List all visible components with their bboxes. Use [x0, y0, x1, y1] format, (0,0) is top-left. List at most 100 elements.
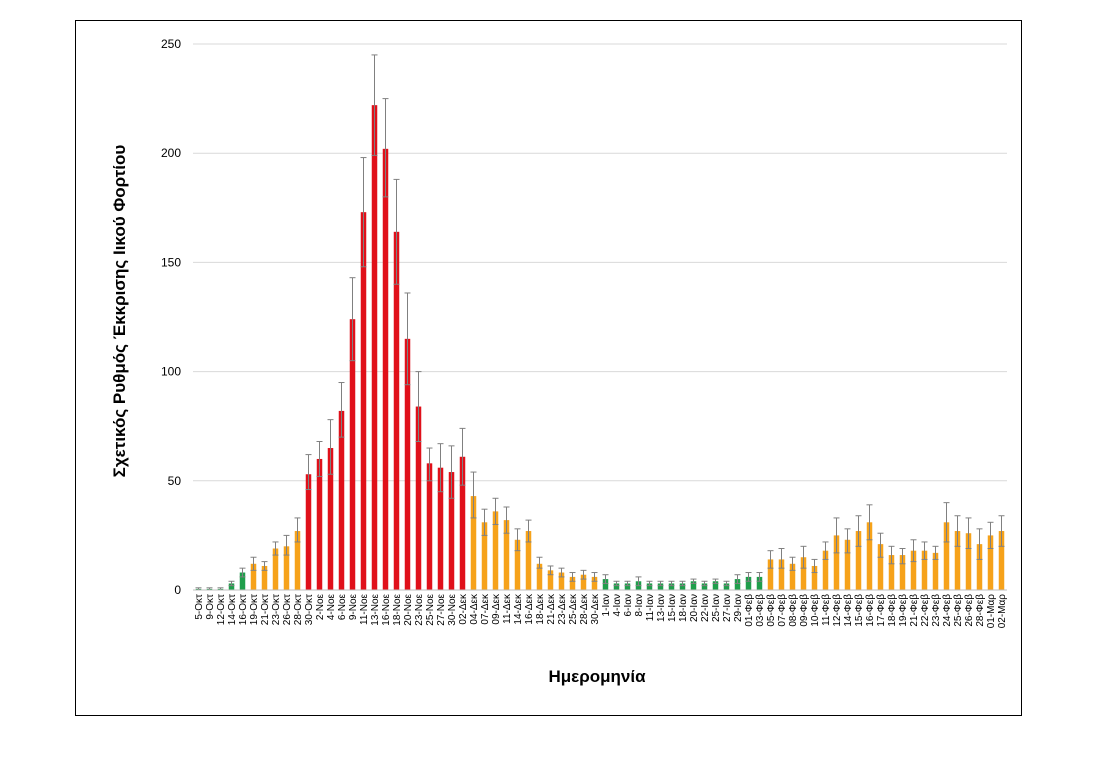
bar-03-Φεβ	[756, 576, 763, 590]
bar-19-Φεβ	[899, 555, 906, 590]
bar-11-Νοε	[360, 212, 367, 590]
bar-23-Φεβ	[932, 552, 939, 590]
x-tick-label: 10-Φεβ	[810, 594, 821, 627]
x-tick-label: 12-Οκτ	[216, 594, 227, 625]
bar-20-Νοε	[404, 338, 411, 590]
x-tick-label: 12-Φεβ	[832, 594, 843, 627]
x-tick-label: 05-Φεβ	[766, 594, 777, 627]
bar-14-Οκτ	[228, 583, 235, 590]
bar-05-Φεβ	[767, 559, 774, 590]
bar-6-Ιαν	[624, 583, 631, 590]
y-tick-label: 200	[161, 146, 181, 160]
bar-11-Δεκ	[503, 520, 510, 590]
x-tick-label: 23-Νοε	[414, 593, 425, 625]
x-tick-label: 11-Ιαν	[645, 594, 656, 621]
x-tick-label: 07-Δεκ	[480, 593, 491, 625]
bar-26-Φεβ	[965, 533, 972, 590]
bar-12-Φεβ	[833, 535, 840, 590]
bar-11-Φεβ	[822, 550, 829, 590]
x-tick-label: 07-Φεβ	[777, 594, 788, 627]
chart-frame	[75, 20, 1022, 716]
bar-07-Δεκ	[481, 522, 488, 590]
y-tick-label: 150	[161, 255, 181, 269]
x-tick-label: 01-Μαρ	[986, 594, 997, 629]
x-tick-label: 01-Φεβ	[744, 594, 755, 627]
bar-26-Οκτ	[283, 546, 290, 590]
x-tick-label: 02-Δεκ	[458, 593, 469, 625]
bar-1-Ιαν	[602, 579, 609, 590]
x-tick-label: 5-Οκτ	[194, 594, 205, 620]
x-tick-label: 4-Νοε	[326, 593, 337, 620]
bar-16-Δεκ	[525, 531, 532, 590]
bar-18-Δεκ	[536, 563, 543, 590]
bar-6-Νοε	[338, 410, 345, 590]
gridlines	[193, 43, 1007, 482]
x-tick-label: 21-Δεκ	[546, 593, 557, 625]
bar-16-Οκτ	[239, 572, 246, 590]
bar-23-Δεκ	[558, 572, 565, 590]
bar-11-Ιαν	[646, 583, 653, 590]
bar-15-Ιαν	[668, 583, 675, 590]
bar-27-Νοε	[437, 467, 444, 590]
x-tick-label: 25-Φεβ	[953, 594, 964, 627]
x-tick-label: 16-Φεβ	[865, 594, 876, 627]
x-tick-label: 21-Οκτ	[260, 594, 271, 625]
x-tick-label: 17-Φεβ	[876, 594, 887, 627]
bar-21-Δεκ	[547, 570, 554, 590]
bar-13-Ιαν	[657, 583, 664, 590]
bar-28-Δεκ	[580, 574, 587, 590]
bar-15-Φεβ	[855, 531, 862, 590]
x-tick-label: 24-Φεβ	[942, 594, 953, 627]
x-tick-label: 9-Νοε	[348, 593, 359, 620]
x-tick-label: 14-Οκτ	[227, 594, 238, 625]
x-tick-label: 11-Νοε	[359, 593, 370, 624]
x-tick-label: 25-Δεκ	[568, 593, 579, 625]
bar-09-Φεβ	[800, 557, 807, 590]
bar-25-Δεκ	[569, 576, 576, 590]
x-tick-label: 27-Νοε	[436, 593, 447, 625]
bar-01-Μαρ	[987, 535, 994, 590]
bar-28-Φεβ	[976, 544, 983, 590]
x-tick-label: 6-Ιαν	[623, 594, 634, 616]
bar-16-Φεβ	[866, 522, 873, 590]
x-tick-label: 1-Ιαν	[601, 594, 612, 616]
x-tick-label: 13-Ιαν	[656, 594, 667, 622]
x-tick-label: 30-Νοε	[447, 593, 458, 625]
y-axis-title: Σχετικός Ρυθμός Έκκρισης Ιικού Φορτίου	[110, 145, 129, 478]
bar-30-Νοε	[448, 472, 455, 590]
x-tick-label: 18-Νοε	[392, 593, 403, 625]
y-tick-label: 250	[161, 37, 181, 51]
bar-23-Νοε	[415, 406, 422, 590]
bar-4-Ιαν	[613, 583, 620, 590]
x-tick-label: 30-Οκτ	[304, 594, 315, 625]
bar-18-Φεβ	[888, 555, 895, 590]
x-tick-label: 23-Φεβ	[931, 594, 942, 627]
x-tick-label: 22-Φεβ	[920, 594, 931, 627]
bar-20-Ιαν	[690, 581, 697, 590]
bar-25-Φεβ	[954, 531, 961, 590]
x-tick-label: 25-Ιαν	[711, 594, 722, 622]
x-tick-label: 16-Νοε	[381, 593, 392, 625]
x-tick-label: 15-Ιαν	[667, 594, 678, 622]
x-tick-label: 19-Φεβ	[898, 594, 909, 627]
x-tick-label: 28-Φεβ	[975, 594, 986, 627]
bar-22-Ιαν	[701, 583, 708, 590]
x-tick-label: 03-Φεβ	[755, 594, 766, 627]
x-tick-label: 4-Ιαν	[612, 594, 623, 616]
bar-28-Οκτ	[294, 531, 301, 590]
y-tick-label: 0	[174, 583, 181, 597]
x-tick-label: 18-Φεβ	[887, 594, 898, 627]
bar-19-Οκτ	[250, 563, 257, 590]
bar-14-Φεβ	[844, 539, 851, 590]
bar-24-Φεβ	[943, 522, 950, 590]
x-tick-label: 30-Δεκ	[590, 593, 601, 625]
bar-07-Φεβ	[778, 559, 785, 590]
bar-27-Ιαν	[723, 583, 730, 590]
bar-4-Νοε	[327, 448, 334, 590]
x-tick-labels: 5-Οκτ 9-Οκτ 12-Οκτ 14-Οκτ 16-Οκτ 19-Οκτ 21-Οκτ…	[194, 593, 1008, 628]
x-tick-label: 16-Δεκ	[524, 593, 535, 625]
bar-18-Ιαν	[679, 583, 686, 590]
x-tick-label: 25-Νοε	[425, 593, 436, 625]
bar-17-Φεβ	[877, 544, 884, 590]
x-tick-label: 29-Ιαν	[733, 594, 744, 622]
